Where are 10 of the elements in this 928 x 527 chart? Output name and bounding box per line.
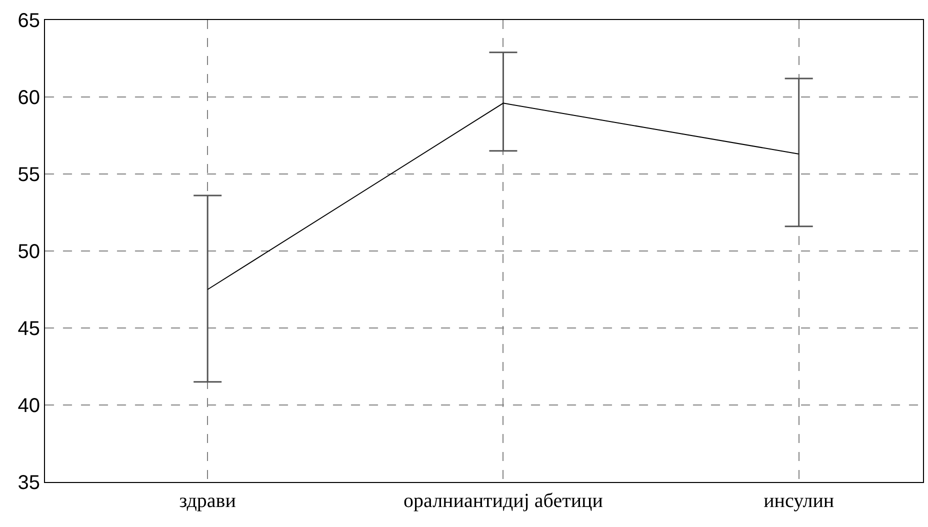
y-tick-label: 55 bbox=[18, 164, 40, 186]
y-tick-label: 60 bbox=[18, 87, 40, 109]
x-tick-label: инсулин bbox=[764, 490, 834, 512]
x-tick-label: здрави bbox=[179, 490, 236, 512]
y-tick-label: 35 bbox=[18, 472, 40, 494]
y-tick-label: 40 bbox=[18, 395, 40, 417]
y-tick-label: 50 bbox=[18, 241, 40, 263]
y-tick-label: 45 bbox=[18, 318, 40, 340]
y-tick-label: 65 bbox=[18, 10, 40, 32]
x-tick-label: оралниантидиј абетици bbox=[404, 490, 604, 512]
